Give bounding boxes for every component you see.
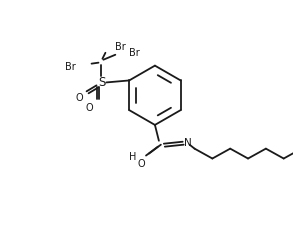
Text: H: H [129, 152, 137, 161]
Text: O: O [76, 93, 83, 103]
Text: O: O [86, 103, 93, 113]
Text: Br: Br [129, 48, 140, 58]
Text: N: N [184, 138, 191, 148]
Text: Br: Br [65, 62, 76, 72]
Text: S: S [98, 76, 105, 89]
Text: O: O [137, 160, 145, 169]
Text: Br: Br [115, 42, 126, 52]
